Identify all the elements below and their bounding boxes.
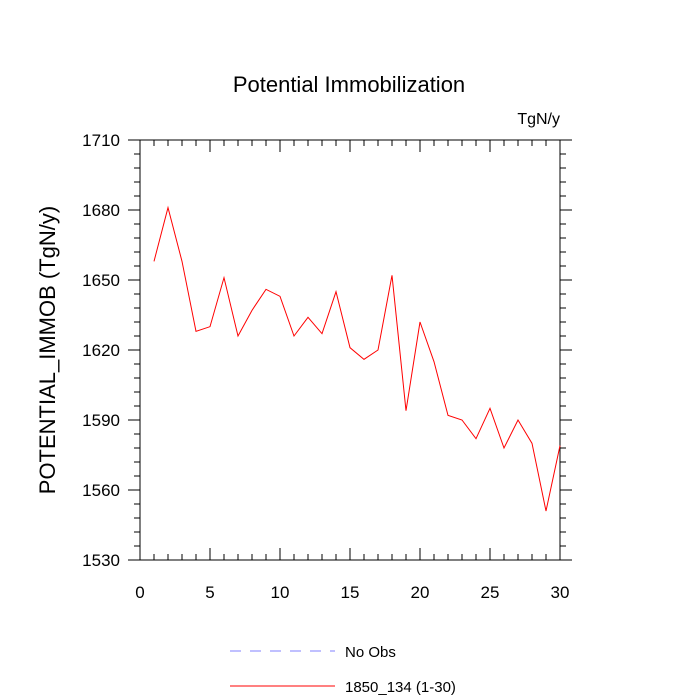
y-tick-label: 1710 [82, 131, 120, 150]
x-tick-label: 5 [205, 583, 214, 602]
chart-title: Potential Immobilization [233, 72, 465, 97]
y-tick-label: 1680 [82, 201, 120, 220]
legend-label: 1850_134 (1-30) [345, 679, 456, 696]
plot-frame [139, 139, 561, 561]
x-tick-label: 15 [341, 583, 360, 602]
y-axis-label: POTENTIAL_IMMOB (TgN/y) [35, 206, 60, 494]
x-tick-label: 20 [411, 583, 430, 602]
x-tick-label: 0 [135, 583, 144, 602]
x-tick-label: 10 [271, 583, 290, 602]
y-tick-label: 1620 [82, 341, 120, 360]
legend: No Obs 1850_134 (1-30) [230, 644, 456, 696]
y-tick-label: 1560 [82, 481, 120, 500]
units-label: TgN/y [517, 111, 560, 128]
axis-ticks: 0 5 10 15 20 25 30 1530 1560 1590 1620 1650 1680 1710 [82, 131, 572, 602]
legend-label: No Obs [345, 644, 396, 661]
y-tick-label: 1650 [82, 271, 120, 290]
x-tick-label: 30 [551, 583, 570, 602]
x-tick-label: 25 [481, 583, 500, 602]
series-layer [153, 205, 561, 512]
y-tick-label: 1590 [82, 411, 120, 430]
y-tick-label: 1530 [82, 551, 120, 570]
series-line [153, 205, 561, 512]
